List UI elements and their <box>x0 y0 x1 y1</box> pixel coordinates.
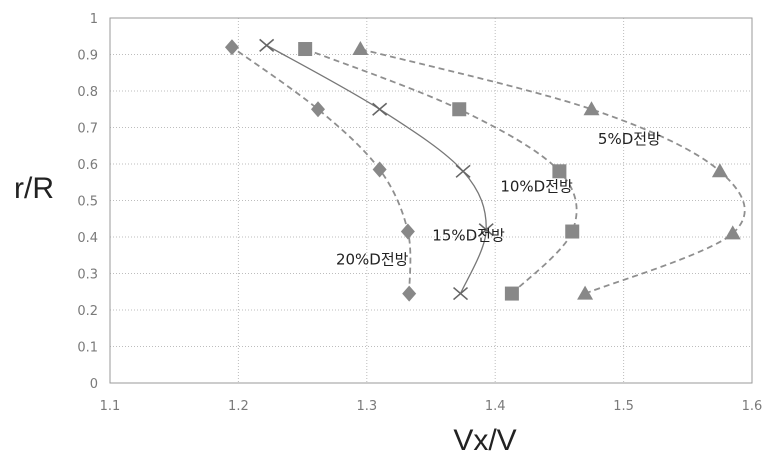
data-point <box>298 42 313 57</box>
series-1 <box>352 41 746 300</box>
data-point <box>452 102 467 117</box>
y-axis-title: r/R <box>14 172 54 205</box>
x-tick-label: 1.2 <box>228 399 249 414</box>
data-point <box>311 101 326 118</box>
annotations: 5%D전방 10%D전방 15%D전방 20%D전방 <box>336 130 661 268</box>
plot-frame <box>109 17 753 384</box>
series-label: 20%D전방 <box>336 250 409 268</box>
series-line <box>304 48 578 295</box>
y-tick-label: 0 <box>90 377 98 392</box>
series-label: 15%D전방 <box>432 227 505 245</box>
series-layer <box>224 38 746 302</box>
y-tick-label: 0.1 <box>77 341 98 356</box>
tick-labels: 1.1 1.2 1.3 1.4 1.5 1.6 0 0.1 0.2 0.3 0.4 0.5 0.6 0.7… <box>77 12 762 414</box>
y-tick-label: 0.5 <box>77 195 98 210</box>
y-tick-label: 0.9 <box>77 49 98 64</box>
x-tick-label: 1.6 <box>742 399 763 414</box>
data-point <box>455 164 471 178</box>
series-4 <box>224 39 417 302</box>
x-tick-label: 1.4 <box>485 399 506 414</box>
y-tick-label: 0.8 <box>77 85 98 100</box>
data-point <box>352 41 369 56</box>
data-point <box>504 286 519 301</box>
data-point <box>453 286 469 301</box>
y-tick-label: 0.7 <box>77 122 98 137</box>
data-point <box>478 223 494 237</box>
data-point <box>372 161 387 178</box>
data-point <box>724 225 741 240</box>
series-2 <box>298 42 580 301</box>
y-tick-label: 1 <box>90 12 98 27</box>
x-tick-label: 1.5 <box>613 399 634 414</box>
series-line <box>231 46 412 294</box>
y-tick-label: 0.3 <box>77 268 98 283</box>
data-point <box>577 285 594 300</box>
x-tick-label: 1.1 <box>100 399 121 414</box>
data-point <box>372 102 388 116</box>
data-point <box>583 101 600 116</box>
data-point <box>552 164 567 179</box>
y-tick-label: 0.6 <box>77 158 98 173</box>
data-point <box>400 223 415 240</box>
series-label: 5%D전방 <box>598 130 661 148</box>
y-tick-label: 0.2 <box>77 304 98 319</box>
series-3 <box>259 38 494 301</box>
grid <box>110 18 752 383</box>
data-point <box>402 285 417 302</box>
data-point <box>565 224 580 239</box>
data-point <box>224 39 239 56</box>
data-point <box>259 38 275 52</box>
data-point <box>711 163 728 178</box>
y-tick-label: 0.4 <box>77 231 98 246</box>
x-tick-label: 1.3 <box>356 399 377 414</box>
series-line <box>266 44 487 294</box>
x-axis-title: Vx/V <box>453 424 516 457</box>
series-label: 10%D전방 <box>500 177 573 195</box>
